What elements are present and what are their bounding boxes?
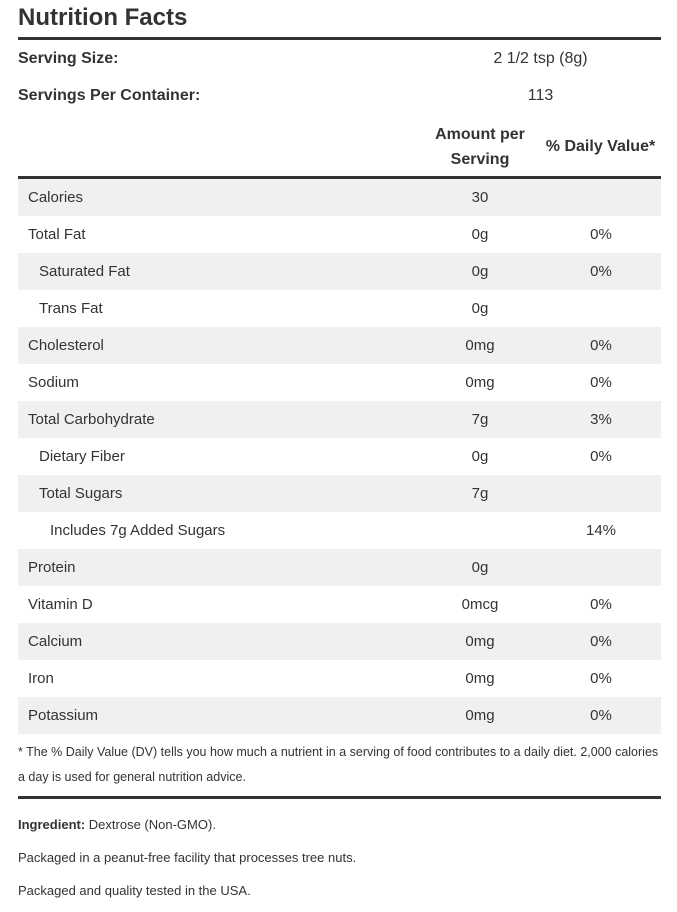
nutrient-amount: 7g — [471, 485, 489, 502]
nutrient-amount: 0mg — [465, 670, 495, 687]
nutrient-row: Total Sugars 7g — [18, 475, 661, 512]
nutrient-name: Includes 7g Added Sugars — [50, 522, 226, 539]
nutrient-name: Protein — [28, 559, 76, 576]
nutrient-name: Dietary Fiber — [39, 448, 125, 465]
ingredients-section: Ingredient: Dextrose (Non-GMO). Packaged… — [18, 813, 661, 912]
nutrient-amount: 0mg — [465, 337, 495, 354]
nutrient-amount: 0g — [471, 448, 489, 465]
nutrient-name: Potassium — [28, 707, 99, 724]
nutrient-row: Total Fat 0g 0% — [18, 216, 661, 253]
nutrient-daily-value: 0% — [590, 337, 612, 354]
nutrient-daily-value: 0% — [590, 226, 612, 243]
nutrient-amount: 0g — [471, 559, 489, 576]
nutrient-amount: 0mg — [465, 707, 495, 724]
nutrient-amount: 0mcg — [461, 596, 499, 613]
nutrient-name: Sodium — [28, 374, 79, 391]
ingredient-label: Ingredient: — [18, 817, 86, 832]
nutrient-row: Calcium 0mg 0% — [18, 623, 661, 660]
origin-note: Packaged and quality tested in the USA. — [18, 883, 251, 898]
nutrient-daily-value: 0% — [590, 263, 612, 280]
nutrient-amount: 0g — [471, 263, 489, 280]
nutrient-daily-value: 14% — [585, 522, 617, 539]
footnote-divider — [18, 796, 661, 799]
nutrient-row: Sodium 0mg 0% — [18, 364, 661, 401]
nutrient-row: Potassium 0mg 0% — [18, 697, 661, 734]
nutrient-row: Cholesterol 0mg 0% — [18, 327, 661, 364]
daily-value-footnote: * The % Daily Value (DV) tells you how m… — [18, 745, 659, 784]
nutrient-name: Trans Fat — [39, 300, 103, 317]
nutrient-name: Total Sugars — [39, 485, 123, 502]
nutrient-daily-value: 3% — [590, 411, 612, 428]
nutrient-row: Vitamin D 0mcg 0% — [18, 586, 661, 623]
nutrient-name: Iron — [28, 670, 54, 687]
nutrient-amount: 7g — [471, 411, 489, 428]
servings-per-container-label: Servings Per Container: — [18, 87, 201, 104]
nutrient-daily-value: 0% — [590, 596, 612, 613]
nutrient-daily-value: 0% — [590, 670, 612, 687]
nutrient-row: Iron 0mg 0% — [18, 660, 661, 697]
nutrient-name: Cholesterol — [28, 337, 104, 354]
amount-per-serving-header: Amount per Serving — [430, 122, 530, 172]
serving-size-value: 2 1/2 tsp (8g) — [493, 50, 588, 67]
nutrient-name: Calcium — [28, 633, 83, 650]
nutrient-name: Total Carbohydrate — [28, 411, 155, 428]
nutrient-row: Includes 7g Added Sugars 14% — [18, 512, 661, 549]
page-title: Nutrition Facts — [18, 4, 188, 31]
nutrient-row: Calories 30 — [18, 179, 661, 216]
serving-size-row: Serving Size: 2 1/2 tsp (8g) — [18, 40, 661, 77]
nutrient-name: Saturated Fat — [39, 263, 130, 280]
servings-per-container-row: Servings Per Container: 113 — [18, 77, 661, 114]
serving-size-label: Serving Size: — [18, 50, 119, 67]
table-header-divider — [18, 176, 661, 179]
nutrient-row: Dietary Fiber 0g 0% — [18, 438, 661, 475]
daily-value-header: % Daily Value* — [545, 138, 656, 155]
nutrient-row: Trans Fat 0g — [18, 290, 661, 327]
nutrient-amount: 0mg — [465, 374, 495, 391]
nutrient-daily-value: 0% — [590, 707, 612, 724]
nutrient-amount: 30 — [471, 189, 489, 206]
nutrient-daily-value: 0% — [590, 448, 612, 465]
nutrient-daily-value: 0% — [590, 374, 612, 391]
nutrient-row: Protein 0g — [18, 549, 661, 586]
nutrient-name: Total Fat — [28, 226, 86, 243]
servings-per-container-value: 113 — [527, 87, 554, 104]
nutrient-row: Saturated Fat 0g 0% — [18, 253, 661, 290]
nutrient-name: Vitamin D — [28, 596, 93, 613]
title-divider — [18, 37, 661, 40]
nutrient-row: Total Carbohydrate 7g 3% — [18, 401, 661, 438]
nutrient-name: Calories — [28, 189, 84, 206]
ingredient-value: Dextrose (Non-GMO). — [88, 817, 216, 832]
nutrient-amount: 0mg — [465, 633, 495, 650]
facility-note: Packaged in a peanut-free facility that … — [18, 850, 357, 865]
nutrient-amount: 0g — [471, 300, 489, 317]
nutrient-table: Calories 30 Total Fat 0g 0% Saturated Fat 0g 0%… — [18, 179, 661, 734]
nutrient-amount: 0g — [471, 226, 489, 243]
amount-header-line1: Amount per — [435, 126, 525, 143]
ingredient-line: Ingredient: Dextrose (Non-GMO). — [18, 813, 661, 846]
amount-header-line2: Serving — [450, 151, 510, 168]
nutrient-daily-value: 0% — [590, 633, 612, 650]
